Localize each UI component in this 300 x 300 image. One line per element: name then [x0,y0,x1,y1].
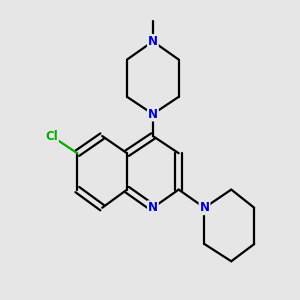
Text: N: N [200,201,209,214]
Text: N: N [148,108,158,121]
Text: N: N [148,35,158,48]
Text: N: N [148,201,158,214]
Text: Cl: Cl [45,130,58,142]
